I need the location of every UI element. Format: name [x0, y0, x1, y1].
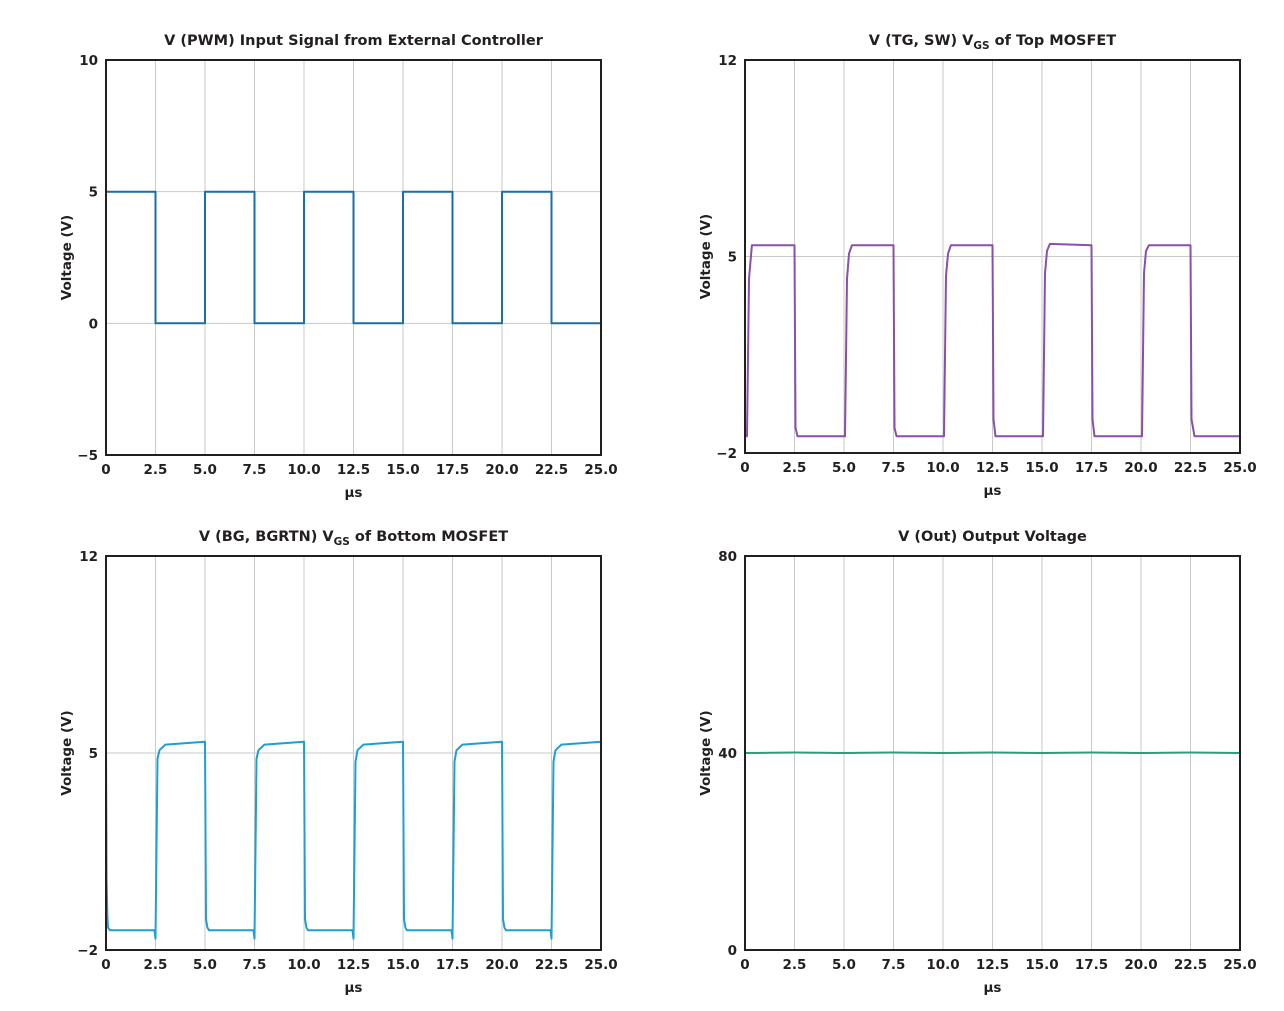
y-tick-label: −2 — [716, 446, 737, 462]
x-tick-label: 2.5 — [783, 460, 807, 476]
chart-panel-2: 0 2.5 5.0 7.5 10.0 12.5 15.0 17.5 20.0 22.5 25.0 12… — [698, 33, 1257, 499]
y-tick-label: −5 — [77, 448, 98, 464]
x-tick-label: 12.5 — [337, 462, 370, 478]
x-tick-label: 25.0 — [584, 462, 617, 478]
x-axis-label: µs — [345, 485, 363, 501]
y-tick-label: 10 — [79, 53, 98, 69]
x-tick-label: 2.5 — [144, 957, 168, 973]
series-line-1 — [745, 242, 1240, 438]
x-tick-label: 22.5 — [535, 957, 568, 973]
x-tick-label: 15.0 — [386, 957, 419, 973]
chart-title: V (TG, SW) VGS of Top MOSFET — [869, 33, 1117, 52]
chart-panel-4: 0 2.5 5.0 7.5 10.0 12.5 15.0 17.5 20.0 22.5 25.0 80… — [698, 529, 1257, 996]
x-tick-label: 22.5 — [1174, 957, 1207, 973]
chart-title: V (Out) Output Voltage — [898, 529, 1087, 545]
x-tick-label: 12.5 — [976, 460, 1009, 476]
y-tick-label: 80 — [718, 549, 737, 565]
x-tick-label: 0 — [101, 462, 110, 478]
chart-panel-1: 0 2.5 5.0 7.5 10.0 12.5 15.0 17.5 20.0 22.5 25.0 10… — [59, 33, 618, 501]
x-tick-label: 0 — [740, 460, 749, 476]
x-axis-label: µs — [984, 483, 1002, 499]
x-tick-label: 25.0 — [1223, 957, 1256, 973]
x-tick-label: 12.5 — [976, 957, 1009, 973]
x-tick-label: 22.5 — [1174, 460, 1207, 476]
x-tick-label: 15.0 — [386, 462, 419, 478]
series-line-1 — [744, 751, 1241, 754]
x-tick-label: 17.5 — [1075, 460, 1108, 476]
x-tick-label: 10.0 — [287, 957, 320, 973]
x-tick-label: 20.0 — [485, 957, 518, 973]
x-tick-label: 2.5 — [783, 957, 807, 973]
y-tick-label: 5 — [89, 185, 98, 201]
y-tick-label: 0 — [728, 943, 737, 959]
x-tick-label: 25.0 — [584, 957, 617, 973]
x-tick-label: 0 — [740, 957, 749, 973]
y-axis-label: Voltage (V) — [59, 215, 75, 300]
y-tick-label: 5 — [728, 250, 737, 266]
series-line-1 — [105, 740, 602, 940]
y-tick-label: 5 — [89, 746, 98, 762]
x-tick-label: 20.0 — [485, 462, 518, 478]
x-tick-label: 17.5 — [436, 957, 469, 973]
x-axis-label: µs — [345, 980, 363, 996]
x-tick-label: 10.0 — [926, 460, 959, 476]
y-tick-label: 12 — [718, 53, 737, 69]
y-axis-label: Voltage (V) — [698, 710, 714, 795]
chart-panel-3: 0 2.5 5.0 7.5 10.0 12.5 15.0 17.5 20.0 22.5 25.0 12… — [59, 529, 618, 996]
x-tick-label: 0 — [101, 957, 110, 973]
y-axis-label: Voltage (V) — [59, 710, 75, 795]
x-tick-label: 7.5 — [243, 462, 267, 478]
x-tick-label: 5.0 — [193, 462, 217, 478]
x-tick-label: 5.0 — [193, 957, 217, 973]
x-tick-label: 17.5 — [436, 462, 469, 478]
x-tick-label: 7.5 — [243, 957, 267, 973]
series-line-1 — [105, 190, 601, 325]
x-tick-label: 17.5 — [1075, 957, 1108, 973]
chart-title: V (BG, BGRTN) VGS of Bottom MOSFET — [199, 529, 508, 548]
x-tick-label: 10.0 — [926, 957, 959, 973]
x-tick-label: 22.5 — [535, 462, 568, 478]
x-tick-label: 15.0 — [1025, 957, 1058, 973]
x-tick-label: 7.5 — [882, 957, 906, 973]
x-axis-label: µs — [984, 980, 1002, 996]
y-axis-label: Voltage (V) — [698, 214, 714, 299]
x-tick-label: 7.5 — [882, 460, 906, 476]
x-tick-label: 12.5 — [337, 957, 370, 973]
chart-title: V (PWM) Input Signal from External Contr… — [164, 33, 544, 49]
y-tick-label: 40 — [718, 746, 737, 762]
y-tick-label: −2 — [77, 943, 98, 959]
x-tick-label: 5.0 — [832, 460, 856, 476]
x-tick-label: 20.0 — [1124, 957, 1157, 973]
x-tick-label: 5.0 — [832, 957, 856, 973]
plot-frame — [105, 555, 602, 951]
x-tick-label: 15.0 — [1025, 460, 1058, 476]
x-tick-label: 25.0 — [1223, 460, 1256, 476]
y-tick-label: 0 — [89, 316, 98, 332]
x-tick-label: 20.0 — [1124, 460, 1157, 476]
plot-frame — [744, 59, 1241, 454]
x-tick-label: 10.0 — [287, 462, 320, 478]
plot-frame — [744, 555, 1241, 951]
plot-frame — [105, 59, 602, 456]
x-tick-label: 2.5 — [144, 462, 168, 478]
y-tick-label: 12 — [79, 549, 98, 565]
